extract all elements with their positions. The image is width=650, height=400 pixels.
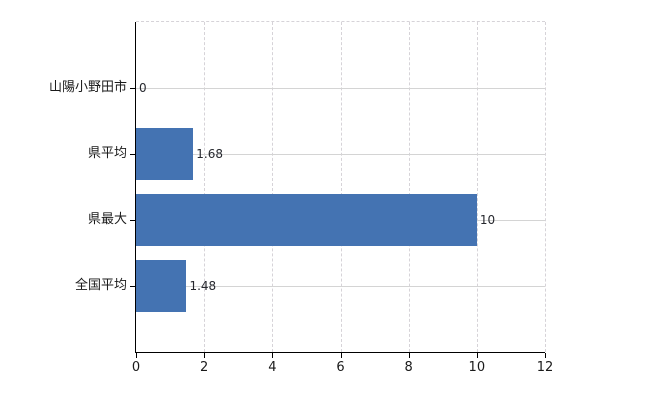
bar bbox=[136, 128, 194, 180]
vertical-gridline bbox=[476, 22, 478, 352]
x-tick-mark bbox=[272, 353, 274, 358]
bar-value-label: 10 bbox=[479, 213, 496, 227]
x-tick-mark bbox=[476, 353, 478, 358]
bar-value-label: 1.48 bbox=[189, 279, 217, 293]
category-label: 全国平均 bbox=[74, 278, 127, 293]
y-tick-mark bbox=[130, 286, 135, 287]
bar bbox=[136, 260, 187, 312]
plot-top-border bbox=[136, 21, 545, 22]
bar bbox=[136, 194, 477, 246]
category-label: 県平均 bbox=[87, 146, 127, 161]
x-axis-tick-label: 6 bbox=[336, 360, 345, 375]
x-axis-tick-label: 2 bbox=[200, 360, 209, 375]
vertical-gridline bbox=[408, 22, 410, 352]
x-tick-mark bbox=[340, 353, 342, 358]
y-axis-line bbox=[135, 22, 136, 353]
x-axis-tick-label: 0 bbox=[131, 360, 141, 375]
horizontal-gridline bbox=[136, 88, 545, 89]
x-tick-mark bbox=[545, 353, 546, 358]
category-label: 山陽小野田市 bbox=[48, 80, 127, 95]
x-tick-mark bbox=[136, 353, 137, 358]
x-axis-tick-label: 8 bbox=[404, 360, 413, 375]
x-axis-tick-label: 4 bbox=[268, 360, 277, 375]
x-tick-mark bbox=[408, 353, 410, 358]
x-axis-tick-label: 12 bbox=[536, 360, 554, 375]
x-axis-tick-label: 10 bbox=[468, 360, 486, 375]
bar-value-label: 1.68 bbox=[196, 147, 223, 161]
x-axis-line bbox=[135, 352, 545, 353]
x-tick-mark bbox=[204, 353, 206, 358]
horizontal-gridline bbox=[136, 154, 545, 155]
vertical-gridline bbox=[340, 22, 342, 352]
vertical-gridline bbox=[545, 22, 546, 352]
vertical-gridline bbox=[204, 22, 206, 352]
vertical-gridline bbox=[272, 22, 274, 352]
category-label: 県最大 bbox=[87, 212, 127, 227]
horizontal-gridline bbox=[136, 286, 545, 287]
y-tick-mark bbox=[130, 88, 135, 89]
y-tick-mark bbox=[130, 154, 135, 155]
bar-value-label: 0 bbox=[139, 81, 147, 95]
y-tick-mark bbox=[130, 220, 135, 221]
